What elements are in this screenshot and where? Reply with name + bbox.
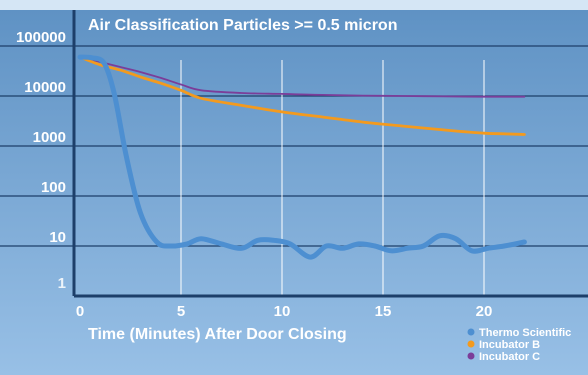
x-tick-label: 20 [476, 303, 493, 320]
y-tick-label: 10000 [24, 79, 66, 96]
axis-layer [72, 10, 588, 298]
x-tick-label: 15 [375, 303, 392, 320]
y-tick-label: 100000 [16, 29, 66, 46]
y-tick-label: 10 [49, 229, 66, 246]
y-tick-label: 1 [58, 275, 66, 292]
x-tick-label: 10 [274, 303, 291, 320]
x-tick-label: 0 [76, 303, 84, 320]
legend-marker-incubator-b [467, 340, 475, 348]
chart-background [0, 10, 588, 375]
y-tick-label: 100 [41, 179, 66, 196]
x-axis-label: Time (Minutes) After Door Closing [88, 326, 347, 343]
legend-marker-thermo-scientific [467, 328, 475, 336]
legend-label-incubator-b: Incubator B [479, 339, 540, 351]
x-tick-label: 5 [177, 303, 185, 320]
series-line-incubator-c [79, 56, 526, 98]
legend-label-thermo-scientific: Thermo Scientific [479, 327, 571, 339]
tick-labels: 1 10 100 1000 10000 100000 0 5 10 15 20 [16, 29, 492, 320]
legend-label-incubator-c: Incubator C [479, 351, 540, 363]
legend-marker-incubator-c [467, 352, 475, 360]
series-line-thermo-scientific [77, 54, 527, 260]
chart-title: Air Classification Particles >= 0.5 micr… [88, 17, 397, 34]
grid-layer [0, 45, 588, 296]
y-tick-label: 1000 [33, 129, 66, 146]
series-layer [77, 54, 527, 260]
series-line-incubator-b [78, 55, 526, 136]
